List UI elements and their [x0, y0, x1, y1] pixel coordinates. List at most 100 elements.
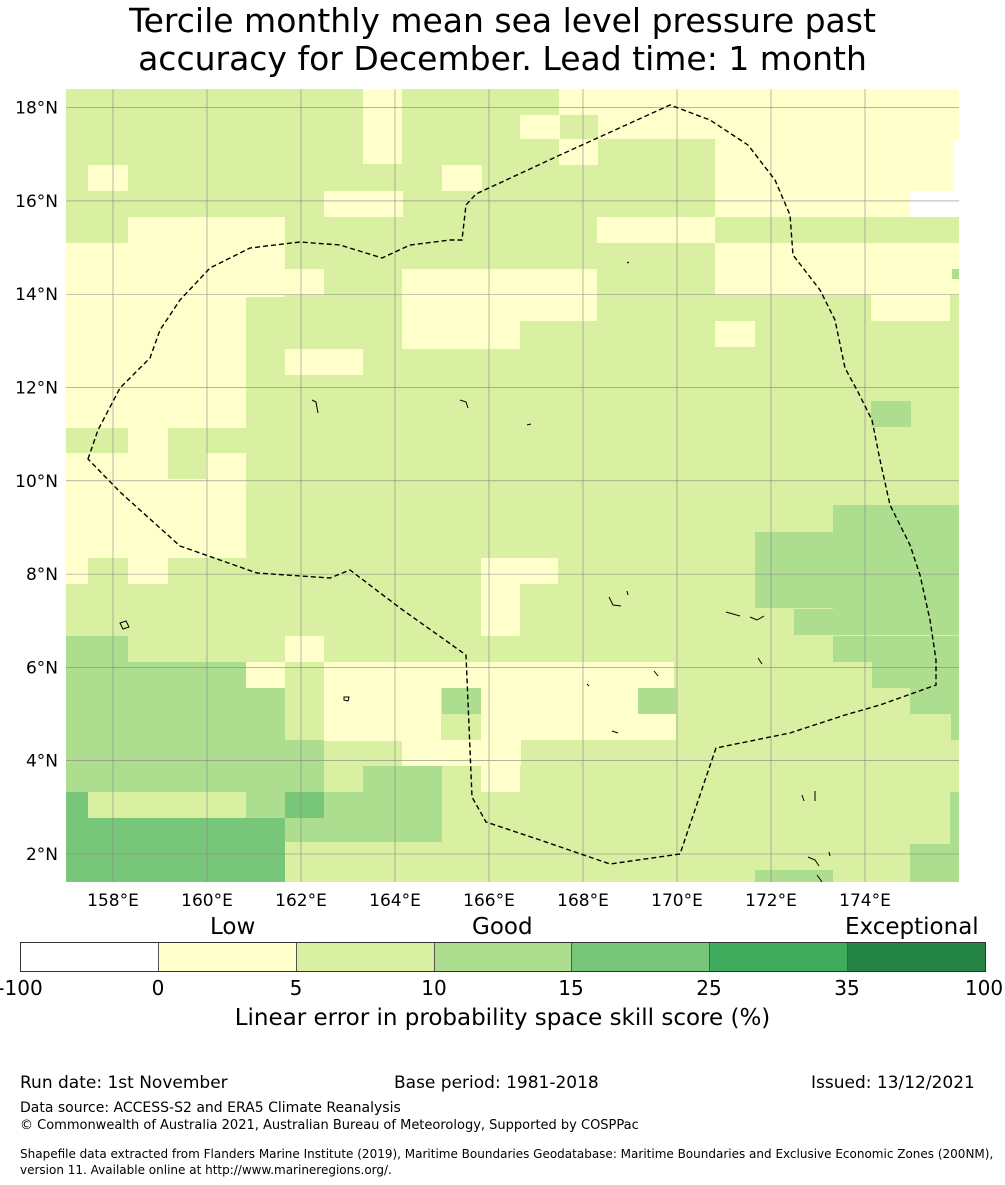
island: [459, 399, 469, 409]
island: [749, 615, 765, 621]
island: [816, 874, 823, 883]
issued-date: Issued: 13/12/2021: [811, 1073, 975, 1093]
map-cell: [481, 714, 521, 766]
island: [626, 261, 630, 264]
copyright: © Commonwealth of Australia 2021, Austra…: [20, 1118, 639, 1133]
island: [757, 657, 763, 665]
colorbar-tick: 25: [696, 976, 722, 1000]
data-source: Data source: ACCESS-S2 and ERA5 Climate …: [20, 1100, 401, 1116]
map-cell: [755, 532, 833, 608]
map-cell: [285, 792, 324, 818]
map-cell: [363, 766, 442, 792]
latitude-labels: 18°N 16°N 14°N 12°N 10°N 8°N 6°N 4°N 2°N: [15, 99, 58, 865]
map-cell: [559, 139, 598, 165]
island: [343, 696, 350, 702]
map-cell: [755, 870, 833, 882]
map-cell: [285, 636, 324, 662]
latitude-label: 18°N: [15, 99, 58, 119]
colorbar-category-low: Low: [210, 914, 256, 940]
map-cell: [324, 191, 403, 217]
colorbar-tick: 15: [558, 976, 584, 1000]
map-cell: [953, 139, 959, 191]
map-cell: [128, 558, 168, 584]
longitude-label: 158°E: [87, 891, 139, 910]
colorbar-swatch: [710, 943, 849, 971]
map-cell: [520, 269, 597, 321]
colorbar-category-good: Good: [472, 914, 533, 940]
latitude-label: 8°N: [26, 565, 58, 585]
island: [725, 611, 741, 617]
island: [586, 683, 590, 687]
map-cell: [481, 584, 520, 636]
colorbar-tick: 35: [834, 976, 860, 1000]
longitude-label: 166°E: [463, 891, 515, 910]
map-cell: [833, 636, 959, 662]
island: [828, 851, 831, 857]
map-cell: [638, 217, 715, 243]
map-cell: [520, 115, 560, 139]
map-cell: [363, 89, 402, 164]
longitude-label: 160°E: [181, 891, 233, 910]
map-cell: [66, 453, 168, 479]
map-cell: [285, 349, 363, 375]
island: [311, 399, 319, 414]
map-cell: [871, 295, 950, 321]
longitude-label: 164°E: [369, 891, 421, 910]
latitude-label: 12°N: [15, 379, 58, 399]
island: [653, 670, 659, 677]
map-cell: [324, 688, 441, 741]
map-cell: [324, 662, 674, 688]
colorbar-tick: 100: [964, 976, 1004, 1000]
map-cell: [66, 558, 88, 584]
colorbar-swatch: [572, 943, 711, 971]
colorbar-swatch: [21, 943, 159, 971]
latitude-label: 4°N: [26, 752, 58, 772]
map-cell: [66, 792, 88, 820]
map-cell: [285, 740, 324, 792]
map-cell: [910, 688, 959, 714]
map-cell: [715, 191, 911, 217]
longitude-label: 162°E: [275, 891, 327, 910]
map-cell: [324, 792, 442, 818]
map-cell: [559, 89, 959, 115]
map-cell: [715, 321, 755, 347]
island: [608, 596, 622, 607]
latitude-label: 10°N: [15, 472, 58, 492]
colorbar-category-exceptional: Exceptional: [845, 914, 979, 940]
map-cell: [88, 165, 128, 191]
colorbar-tick: -100: [0, 976, 43, 1000]
map-cell: [402, 269, 520, 349]
islands: [119, 261, 831, 883]
island: [801, 794, 805, 802]
map-cell: [128, 688, 285, 792]
colorbar-tick: 10: [421, 976, 447, 1000]
map-cell: [638, 688, 676, 714]
map-cell: [481, 766, 520, 792]
page-title: Tercile monthly mean sea level pressure …: [0, 2, 1005, 78]
map-cell: [66, 636, 128, 662]
map-cell: [128, 217, 285, 297]
map-cell: [871, 401, 911, 427]
map-cells: [66, 89, 959, 882]
island: [807, 856, 820, 867]
map-cell: [246, 662, 285, 688]
map-cell: [402, 740, 481, 766]
map-cell: [951, 714, 959, 740]
map-cell: [597, 217, 638, 243]
longitude-label: 170°E: [651, 891, 703, 910]
island: [611, 730, 619, 734]
map-cell: [66, 532, 246, 558]
map-cell: [481, 558, 558, 584]
longitude-label: 174°E: [839, 891, 891, 910]
map-cell: [872, 662, 959, 688]
skill-score-map: 158°E 160°E 162°E 164°E 166°E 168°E 170°E 172°E…: [15, 89, 959, 910]
map-cell: [950, 792, 959, 844]
map-cell: [598, 115, 715, 139]
base-period: Base period: 1981-2018: [394, 1073, 599, 1093]
map-cell: [66, 479, 246, 532]
colorbar: [20, 942, 986, 972]
longitude-label: 172°E: [745, 891, 797, 910]
run-date: Run date: 1st November: [20, 1073, 228, 1093]
colorbar-swatch: [434, 943, 573, 971]
map-cell: [910, 191, 959, 217]
